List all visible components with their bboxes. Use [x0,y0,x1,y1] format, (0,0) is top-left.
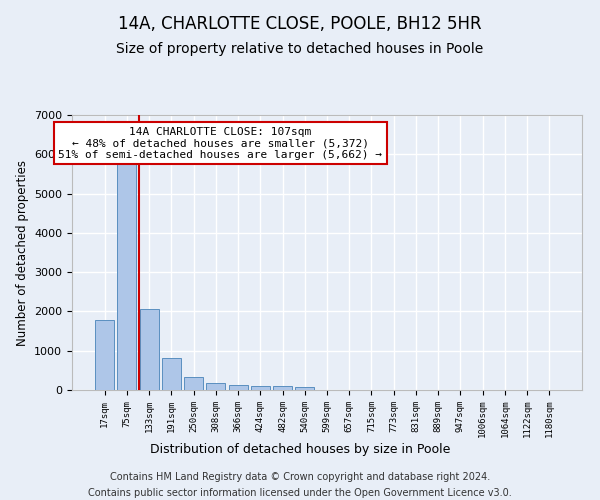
Bar [95,320,114,390]
Bar [140,309,158,390]
Bar [184,376,203,390]
Text: Contains HM Land Registry data © Crown copyright and database right 2024.: Contains HM Land Registry data © Crown c… [110,472,490,482]
Text: Size of property relative to detached houses in Poole: Size of property relative to detached ho… [116,42,484,56]
Bar [251,386,270,390]
Text: Contains public sector information licensed under the Open Government Licence v3: Contains public sector information licen… [88,488,512,498]
Bar [118,162,136,390]
Text: 14A CHARLOTTE CLOSE: 107sqm
← 48% of detached houses are smaller (5,372)
51% of : 14A CHARLOTTE CLOSE: 107sqm ← 48% of det… [58,127,382,160]
Bar [162,358,181,390]
Text: Distribution of detached houses by size in Poole: Distribution of detached houses by size … [150,442,450,456]
Bar [206,382,225,390]
Text: 14A, CHARLOTTE CLOSE, POOLE, BH12 5HR: 14A, CHARLOTTE CLOSE, POOLE, BH12 5HR [118,15,482,33]
Y-axis label: Number of detached properties: Number of detached properties [16,160,29,346]
Bar [229,386,248,390]
Bar [273,386,292,390]
Bar [295,387,314,390]
